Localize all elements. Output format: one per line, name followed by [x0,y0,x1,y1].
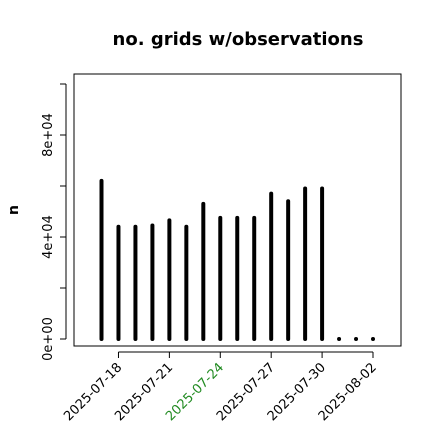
bars [99,178,375,341]
y-axis: 0e+00 4e+04 8e+04 [41,83,67,361]
bar-zero-point [354,337,359,341]
x-axis: 2025-07-182025-07-212025-07-242025-07-27… [61,351,380,424]
bar-zero-point [337,337,342,341]
bar-zero-point [371,337,375,341]
plot-frame [73,73,402,347]
chart-title: no. grids w/observations [113,29,364,50]
y-tick-label: 8e+04 [41,113,56,157]
y-tick-label: 4e+04 [41,215,56,259]
y-tick-label: 0e+00 [41,317,56,361]
y-axis-label: n [6,205,22,215]
